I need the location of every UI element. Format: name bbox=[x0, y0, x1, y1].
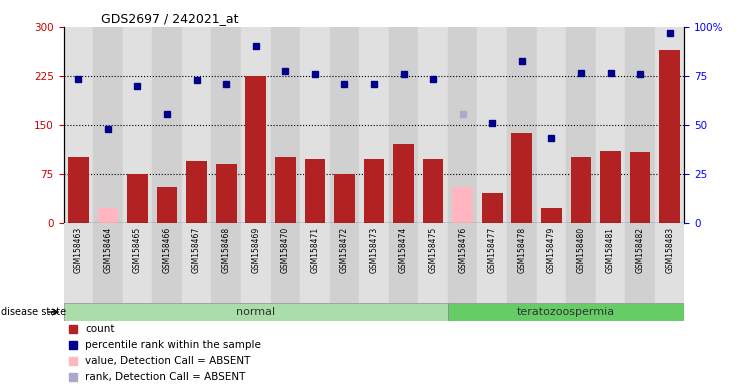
Bar bbox=[566, 27, 595, 223]
Text: disease state: disease state bbox=[1, 307, 66, 317]
Bar bbox=[271, 223, 300, 303]
Text: count: count bbox=[85, 324, 114, 334]
Text: GSM158475: GSM158475 bbox=[429, 227, 438, 273]
Bar bbox=[123, 27, 153, 223]
Bar bbox=[94, 27, 123, 223]
Text: GSM158480: GSM158480 bbox=[577, 227, 586, 273]
Text: GSM158483: GSM158483 bbox=[665, 227, 674, 273]
Text: value, Detection Call = ABSENT: value, Detection Call = ABSENT bbox=[85, 356, 251, 366]
Text: rank, Detection Call = ABSENT: rank, Detection Call = ABSENT bbox=[85, 372, 245, 382]
Bar bbox=[536, 223, 566, 303]
Text: GSM158463: GSM158463 bbox=[74, 227, 83, 273]
Text: GSM158471: GSM158471 bbox=[310, 227, 319, 273]
Bar bbox=[330, 223, 359, 303]
Bar bbox=[630, 152, 651, 223]
Bar bbox=[512, 132, 532, 223]
Bar bbox=[536, 27, 566, 223]
Text: GSM158476: GSM158476 bbox=[459, 227, 468, 273]
Bar bbox=[64, 27, 94, 223]
Bar bbox=[389, 223, 418, 303]
Text: GSM158467: GSM158467 bbox=[192, 227, 201, 273]
Text: GSM158465: GSM158465 bbox=[133, 227, 142, 273]
Text: GSM158477: GSM158477 bbox=[488, 227, 497, 273]
Bar bbox=[595, 223, 625, 303]
Text: GSM158481: GSM158481 bbox=[606, 227, 615, 273]
Bar bbox=[448, 27, 477, 223]
Bar bbox=[182, 223, 212, 303]
Bar bbox=[241, 27, 271, 223]
Bar bbox=[123, 223, 153, 303]
Text: normal: normal bbox=[236, 307, 275, 317]
Text: percentile rank within the sample: percentile rank within the sample bbox=[85, 340, 261, 350]
Bar bbox=[477, 223, 507, 303]
Bar bbox=[659, 50, 680, 223]
Text: GDS2697 / 242021_at: GDS2697 / 242021_at bbox=[101, 12, 239, 25]
Bar bbox=[482, 194, 503, 223]
Bar bbox=[212, 27, 241, 223]
Text: GSM158468: GSM158468 bbox=[221, 227, 230, 273]
Bar bbox=[300, 223, 330, 303]
Text: GSM158466: GSM158466 bbox=[162, 227, 171, 273]
Bar bbox=[300, 27, 330, 223]
Bar bbox=[423, 159, 444, 223]
Bar bbox=[304, 159, 325, 223]
Bar bbox=[153, 223, 182, 303]
Text: GSM158479: GSM158479 bbox=[547, 227, 556, 273]
Bar bbox=[330, 27, 359, 223]
Bar bbox=[507, 27, 536, 223]
Bar bbox=[271, 27, 300, 223]
Bar bbox=[186, 161, 207, 223]
Bar bbox=[153, 27, 182, 223]
Bar bbox=[64, 303, 448, 321]
Bar bbox=[448, 303, 684, 321]
Bar bbox=[389, 27, 418, 223]
Bar bbox=[245, 76, 266, 223]
Bar bbox=[127, 174, 148, 223]
Bar bbox=[477, 27, 507, 223]
Text: GSM158469: GSM158469 bbox=[251, 227, 260, 273]
Bar bbox=[182, 27, 212, 223]
Bar bbox=[566, 223, 595, 303]
Bar bbox=[334, 174, 355, 223]
Bar bbox=[625, 223, 654, 303]
Text: GSM158474: GSM158474 bbox=[399, 227, 408, 273]
Bar bbox=[359, 223, 389, 303]
Bar bbox=[359, 27, 389, 223]
Bar bbox=[600, 151, 621, 223]
Bar bbox=[241, 223, 271, 303]
Text: GSM158478: GSM158478 bbox=[518, 227, 527, 273]
Bar bbox=[625, 27, 654, 223]
Text: GSM158472: GSM158472 bbox=[340, 227, 349, 273]
Text: GSM158464: GSM158464 bbox=[103, 227, 112, 273]
Bar bbox=[453, 187, 473, 223]
Bar bbox=[448, 223, 477, 303]
Text: teratozoospermia: teratozoospermia bbox=[517, 307, 615, 317]
Bar bbox=[571, 157, 591, 223]
Bar bbox=[595, 27, 625, 223]
Bar bbox=[418, 27, 448, 223]
Bar bbox=[216, 164, 236, 223]
Bar bbox=[97, 209, 118, 223]
Bar bbox=[275, 157, 295, 223]
Bar bbox=[418, 223, 448, 303]
Bar bbox=[94, 223, 123, 303]
Bar bbox=[507, 223, 536, 303]
Text: GSM158473: GSM158473 bbox=[370, 227, 378, 273]
Bar bbox=[64, 223, 94, 303]
Bar bbox=[654, 223, 684, 303]
Bar bbox=[364, 159, 384, 223]
Bar bbox=[541, 209, 562, 223]
Bar bbox=[654, 27, 684, 223]
Bar bbox=[68, 157, 89, 223]
Bar bbox=[393, 144, 414, 223]
Bar bbox=[156, 187, 177, 223]
Text: GSM158470: GSM158470 bbox=[280, 227, 289, 273]
Text: GSM158482: GSM158482 bbox=[636, 227, 645, 273]
Bar bbox=[212, 223, 241, 303]
